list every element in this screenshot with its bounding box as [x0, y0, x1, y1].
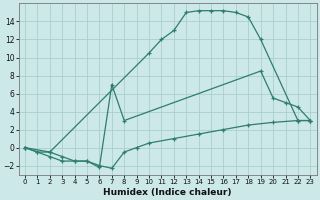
X-axis label: Humidex (Indice chaleur): Humidex (Indice chaleur) — [103, 188, 232, 197]
